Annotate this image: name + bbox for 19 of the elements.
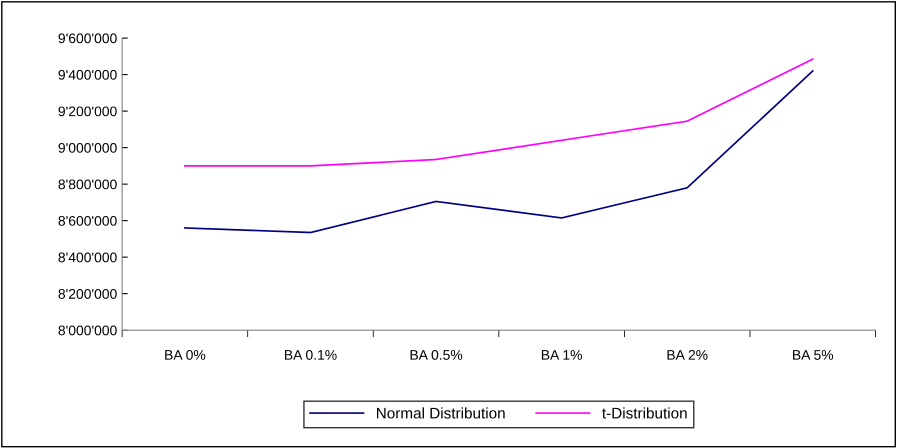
x-tick-label: BA 0.5% bbox=[410, 350, 462, 360]
x-tick-label: BA 0% bbox=[165, 350, 206, 360]
x-tick-label: BA 5% bbox=[793, 350, 834, 360]
y-tick-label: 8'000'000 bbox=[58, 326, 117, 336]
y-tick-label: 9'600'000 bbox=[58, 33, 117, 44]
y-tick-label: 9'200'000 bbox=[58, 106, 117, 116]
y-tick-label: 8'400'000 bbox=[58, 252, 117, 262]
line-series bbox=[184, 58, 814, 167]
y-tick-label: 8'200'000 bbox=[58, 289, 117, 299]
x-tick-label: BA 1% bbox=[542, 350, 582, 360]
y-tick-label: 8'600'000 bbox=[58, 216, 117, 226]
x-tick-label: BA 2% bbox=[667, 350, 708, 360]
line-series bbox=[184, 70, 814, 234]
legend-label: t-Distribution bbox=[602, 407, 687, 419]
y-tick-label: 8'800'000 bbox=[58, 179, 117, 190]
y-tick-label: 9'000'000 bbox=[58, 142, 117, 153]
y-tick-label: 9'400'000 bbox=[58, 70, 117, 80]
legend-label: Normal Distribution bbox=[376, 407, 505, 419]
x-tick-label: BA 0.1% bbox=[284, 350, 337, 360]
